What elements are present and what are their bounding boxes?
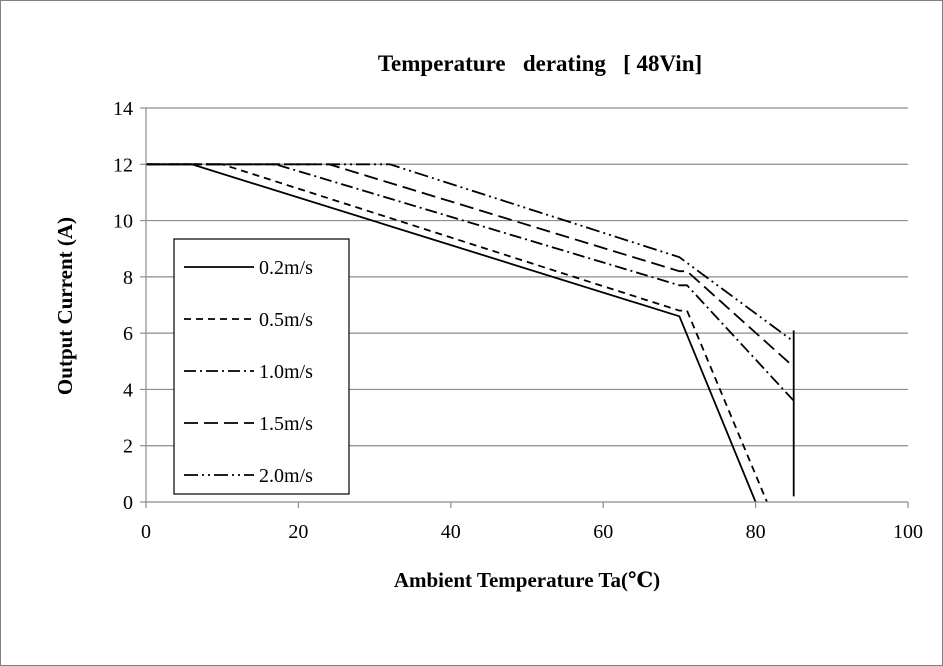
y-tick-label: 4 (123, 379, 133, 401)
x-tick-label: 80 (746, 521, 766, 543)
y-axis-label: Output Current (A) (53, 217, 77, 395)
x-axis-label: Ambient Temperature Ta(℃) (394, 568, 660, 592)
y-tick-label: 12 (113, 154, 133, 176)
series-layer (146, 163, 795, 503)
x-tick-label: 0 (141, 521, 151, 543)
legend-label-2: 1.0m/s (259, 361, 313, 383)
series-line-2 (146, 163, 795, 402)
y-tick-label: 14 (113, 98, 133, 120)
legend: 0.2m/s 0.5m/s 1.0m/s 1.5m/s 2.0m/s (173, 238, 350, 495)
legend-box (173, 238, 350, 495)
x-tick-label: 20 (288, 521, 308, 543)
tick-labels: 0 2 4 6 8 10 12 14 0 20 40 60 80 100 (113, 98, 923, 543)
y-tick-label: 8 (123, 267, 133, 289)
chart-title: Temperature derating [ 48Vin] (378, 51, 702, 76)
legend-label-4: 2.0m/s (259, 465, 313, 487)
y-tick-label: 2 (123, 436, 133, 458)
legend-label-0: 0.2m/s (259, 257, 313, 279)
legend-label-3: 1.5m/s (259, 413, 313, 435)
axes (140, 107, 909, 508)
y-tick-label: 6 (123, 323, 133, 345)
y-tick-label: 0 (123, 492, 133, 514)
series-line-4 (146, 163, 795, 343)
x-tick-label: 60 (593, 521, 613, 543)
x-tick-label: 40 (441, 521, 461, 543)
x-tick-label: 100 (893, 521, 923, 543)
legend-label-1: 0.5m/s (259, 309, 313, 331)
y-tick-label: 10 (113, 211, 133, 233)
